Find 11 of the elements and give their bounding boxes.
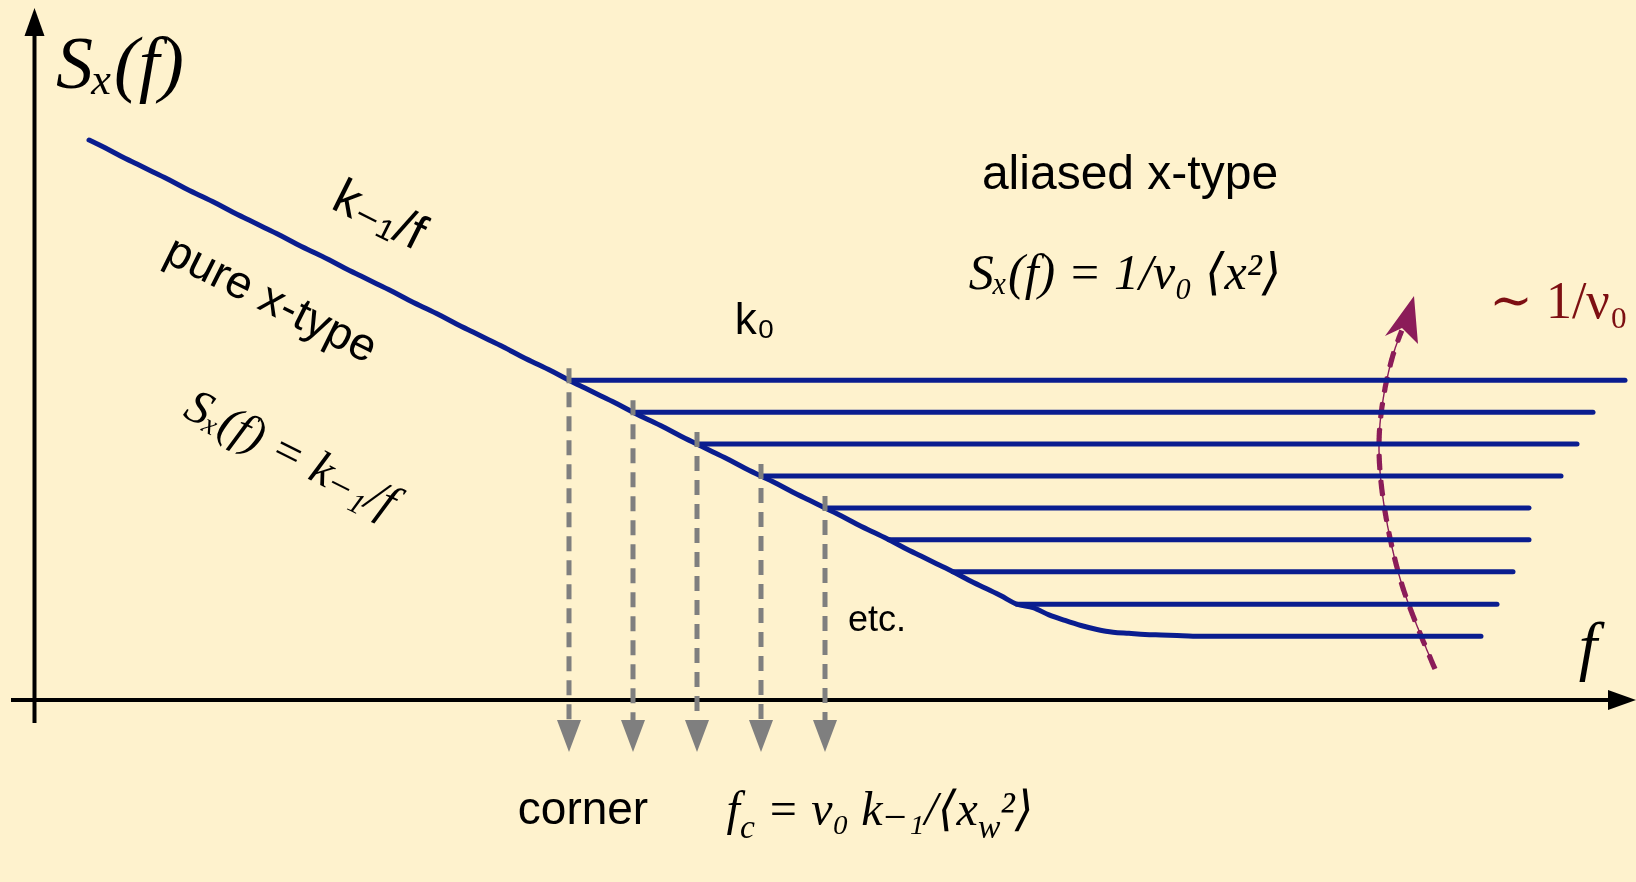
annotation: k₀	[734, 293, 776, 343]
annotation: k₋₁/f	[324, 167, 436, 261]
annotation: etc.	[848, 597, 907, 639]
annotation: Sₓ(f) = 1/ν₀ ⟨x²⟩	[968, 244, 1282, 300]
annotation: ∼ 1/ν₀	[1489, 271, 1628, 329]
text: corner	[517, 782, 649, 834]
text: f$_{c}$ = ν₀ k₋₁/⟨x$_{w}$²⟩	[726, 781, 1034, 845]
annotation: Sₓ(f) = k₋₁/f	[177, 377, 412, 531]
x-axis-title: f	[1578, 609, 1605, 682]
annotation: aliased x-type	[981, 145, 1279, 199]
y-axis-title: Sₓ(f)	[56, 22, 184, 104]
